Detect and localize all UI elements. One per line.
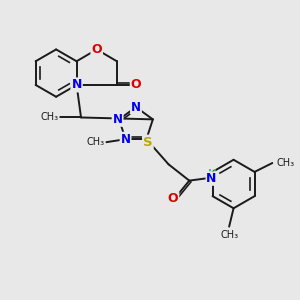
Text: N: N	[121, 133, 130, 146]
Text: CH₃: CH₃	[87, 137, 105, 147]
Text: N: N	[131, 100, 141, 114]
Text: S: S	[143, 136, 153, 149]
Text: O: O	[131, 78, 141, 92]
Text: CH₃: CH₃	[277, 158, 295, 168]
Text: O: O	[168, 192, 178, 205]
Text: N: N	[112, 113, 123, 126]
Text: N: N	[71, 78, 82, 92]
Text: H: H	[208, 169, 217, 179]
Text: O: O	[92, 43, 102, 56]
Text: N: N	[206, 172, 217, 185]
Text: CH₃: CH₃	[220, 230, 238, 240]
Text: CH₃: CH₃	[41, 112, 59, 122]
